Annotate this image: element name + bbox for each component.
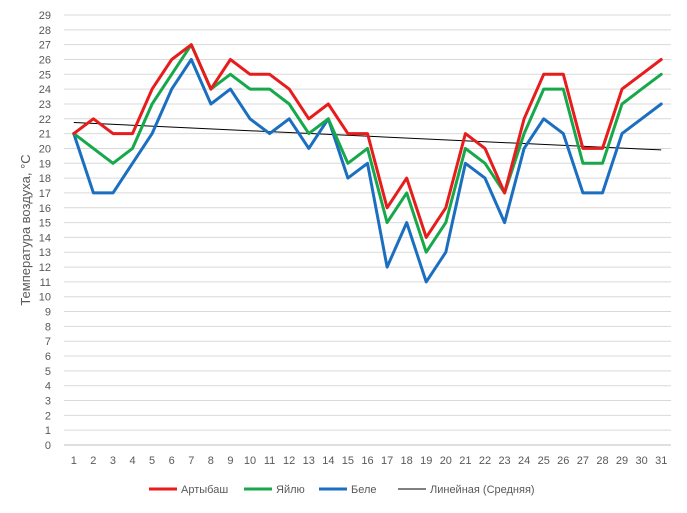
y-tick-label: 29 (39, 10, 51, 22)
x-tick-label: 24 (518, 455, 530, 467)
x-tick-label: 6 (169, 455, 175, 467)
y-tick-label: 16 (39, 203, 51, 215)
y-tick-label: 20 (39, 143, 51, 155)
y-tick-label: 21 (39, 129, 51, 141)
x-tick-label: 5 (149, 455, 155, 467)
y-tick-label: 15 (39, 218, 51, 230)
series-line-Яйлю (72, 43, 663, 254)
x-tick-label: 25 (538, 455, 550, 467)
legend-label: Беле (351, 484, 377, 496)
y-tick-label: 2 (45, 410, 51, 422)
legend-label: Яйлю (276, 484, 305, 496)
y-tick-label: 23 (39, 99, 51, 111)
x-tick-label: 1 (71, 455, 77, 467)
y-axis-ticks: 0123456789101112131415161718192021222324… (39, 10, 51, 452)
x-tick-label: 31 (655, 455, 667, 467)
x-tick-label: 11 (264, 455, 275, 467)
x-tick-label: 21 (459, 455, 471, 467)
x-tick-label: 19 (420, 455, 432, 467)
legend-label: Артыбаш (181, 484, 228, 496)
y-tick-label: 22 (39, 114, 51, 126)
y-tick-label: 10 (39, 292, 51, 304)
y-tick-label: 1 (45, 425, 51, 437)
x-tick-label: 2 (90, 455, 96, 467)
legend-label: Линейная (Средняя) (430, 484, 535, 496)
y-tick-label: 11 (40, 277, 51, 289)
x-tick-label: 14 (322, 455, 334, 467)
y-axis-label: Температура воздуха, °С (18, 154, 33, 305)
x-tick-label: 26 (557, 455, 569, 467)
x-tick-label: 7 (188, 455, 194, 467)
y-tick-label: 19 (39, 158, 51, 170)
x-tick-label: 13 (303, 455, 315, 467)
x-tick-label: 30 (636, 455, 648, 467)
y-tick-label: 24 (39, 84, 51, 96)
y-tick-label: 8 (45, 321, 51, 333)
y-tick-label: 26 (39, 54, 51, 66)
y-tick-label: 28 (39, 25, 51, 37)
x-tick-label: 29 (616, 455, 628, 467)
y-tick-label: 3 (45, 396, 51, 408)
series-line-Артыбаш (72, 43, 663, 239)
x-tick-label: 17 (381, 455, 393, 467)
x-tick-label: 16 (361, 455, 373, 467)
y-tick-label: 6 (45, 351, 51, 363)
x-tick-label: 8 (208, 455, 214, 467)
series-layer (72, 43, 663, 284)
y-tick-label: 18 (39, 173, 51, 185)
x-axis-ticks: 1 2 3 4 5 6 7 8 9 10 11 12 13 14 15 16 17 18 19 20 21 22 23 24 2… (71, 455, 668, 467)
y-tick-label: 14 (39, 232, 51, 244)
y-tick-label: 27 (39, 40, 51, 52)
y-tick-label: 12 (39, 262, 51, 274)
x-tick-label: 22 (479, 455, 491, 467)
x-tick-label: 3 (110, 455, 116, 467)
y-tick-label: 0 (45, 440, 51, 452)
y-tick-label: 25 (39, 69, 51, 81)
y-tick-label: 13 (39, 247, 51, 259)
x-tick-label: 28 (596, 455, 608, 467)
y-tick-label: 9 (45, 307, 51, 319)
series-line-Беле (72, 58, 663, 284)
y-tick-label: 5 (45, 366, 51, 378)
x-tick-label: 4 (129, 455, 135, 467)
y-tick-label: 4 (45, 381, 51, 393)
x-tick-label: 18 (401, 455, 413, 467)
legend: Артыбаш Яйлю Беле Линейная (Средняя) (149, 484, 535, 496)
x-tick-label: 23 (498, 455, 510, 467)
y-tick-label: 17 (39, 188, 51, 200)
x-tick-label: 9 (227, 455, 233, 467)
x-tick-label: 20 (440, 455, 452, 467)
x-tick-label: 10 (244, 455, 256, 467)
y-tick-label: 7 (45, 336, 51, 348)
x-tick-label: 12 (283, 455, 295, 467)
x-tick-label: 27 (577, 455, 589, 467)
x-tick-label: 15 (342, 455, 354, 467)
